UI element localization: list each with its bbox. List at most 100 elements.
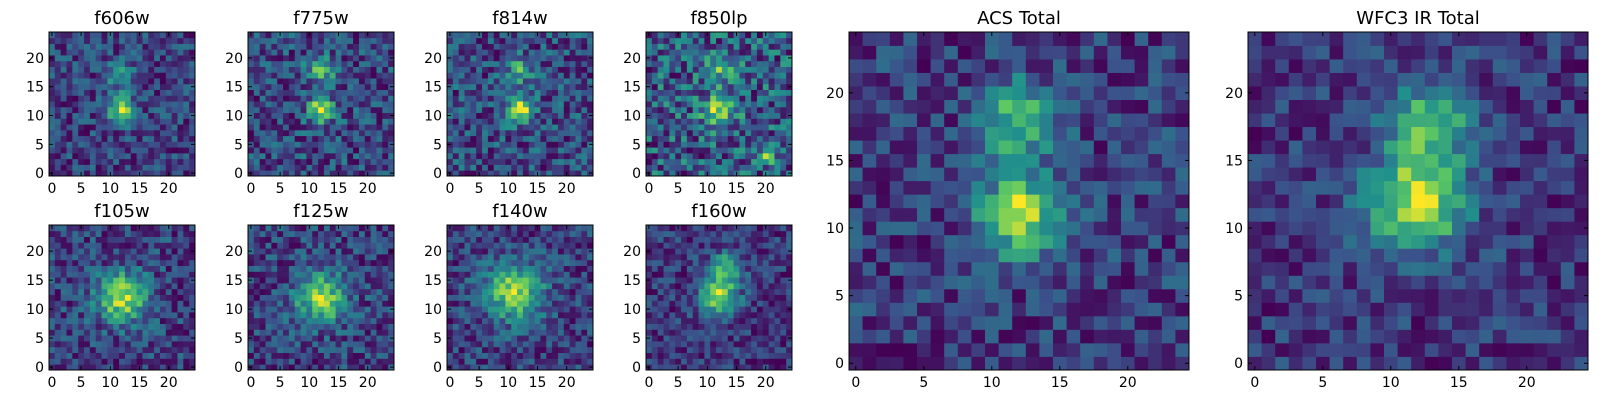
heatmap-cell — [124, 32, 132, 39]
heatmap-cell — [78, 358, 85, 365]
heatmap-cell — [528, 358, 535, 365]
heatmap-cell — [306, 341, 313, 348]
heatmap-cell — [727, 49, 734, 56]
heatmap-cell — [540, 358, 547, 365]
heatmap-cell — [587, 341, 594, 348]
heatmap-cell — [581, 236, 588, 243]
heatmap-cell — [511, 49, 518, 56]
heatmap-cell — [341, 66, 348, 73]
heatmap-cell — [557, 335, 565, 342]
x-tick-label: 10 — [300, 181, 318, 197]
heatmap-cell — [727, 124, 734, 131]
heatmap-cell — [780, 129, 787, 137]
y-tick-label: 0 — [35, 360, 44, 376]
heatmap-cell — [482, 118, 489, 125]
heatmap-cell — [271, 43, 278, 50]
heatmap-cell — [89, 141, 97, 148]
heatmap-cell — [49, 89, 56, 96]
heatmap-cell — [470, 335, 477, 342]
heatmap-cell — [786, 78, 793, 85]
heatmap-cell — [107, 346, 114, 353]
heatmap-cell — [517, 72, 524, 79]
heatmap-cell — [563, 288, 571, 295]
heatmap-cell — [774, 66, 781, 73]
heatmap-cell — [124, 283, 132, 290]
heatmap-cell — [312, 60, 319, 67]
heatmap-cell — [552, 265, 559, 272]
heatmap-cell — [464, 254, 471, 261]
heatmap-cell — [482, 236, 489, 243]
heatmap-cell — [376, 164, 383, 171]
heatmap-cell — [569, 32, 576, 39]
heatmap-cell — [54, 352, 62, 359]
heatmap-cell — [119, 124, 126, 131]
heatmap-cell — [72, 271, 79, 278]
heatmap-cell — [464, 312, 471, 319]
heatmap-cell — [675, 323, 682, 330]
heatmap-cell — [177, 147, 184, 154]
heatmap-cell — [716, 147, 723, 154]
heatmap-cell — [124, 37, 132, 44]
heatmap-cell — [452, 43, 460, 50]
heatmap-cell — [727, 335, 734, 342]
heatmap-cell — [142, 66, 149, 73]
heatmap-cell — [364, 89, 372, 96]
heatmap-cell — [727, 55, 734, 62]
heatmap-cell — [487, 294, 495, 301]
heatmap-cell — [119, 358, 126, 365]
x-tick-label: 5 — [77, 181, 86, 197]
heatmap-cell — [686, 170, 694, 177]
heatmap-cell — [364, 306, 372, 313]
heatmap-cell — [353, 364, 360, 371]
heatmap-cell — [739, 147, 746, 154]
heatmap-cell — [89, 164, 97, 171]
heatmap-cell — [581, 129, 588, 137]
heatmap-cell — [271, 277, 278, 284]
heatmap-cell — [358, 101, 366, 108]
heatmap-cell — [142, 72, 149, 79]
heatmap-cell — [382, 124, 389, 131]
heatmap-cell — [165, 135, 173, 142]
heatmap-cell — [745, 329, 752, 336]
heatmap-cell — [329, 170, 336, 177]
heatmap-cell — [470, 271, 477, 278]
heatmap-cell — [72, 236, 79, 243]
heatmap-cell — [388, 312, 395, 319]
heatmap-cell — [183, 78, 190, 85]
heatmap-cell — [686, 317, 694, 324]
heatmap-cell — [89, 101, 97, 108]
heatmap-cell — [312, 95, 319, 102]
heatmap-cell — [323, 265, 331, 272]
heatmap-cell — [552, 152, 559, 160]
heatmap-cell — [587, 89, 594, 96]
heatmap-cell — [681, 49, 688, 56]
heatmap-cell — [575, 306, 582, 313]
heatmap-cell — [745, 335, 752, 342]
heatmap-cell — [49, 288, 56, 295]
heatmap-cell — [581, 271, 588, 278]
heatmap-cell — [189, 152, 196, 160]
y-tick-label: 15 — [26, 273, 44, 289]
heatmap-cell — [499, 329, 506, 336]
heatmap-cell — [259, 323, 266, 330]
heatmap-cell — [487, 265, 495, 272]
heatmap-cell — [669, 335, 676, 342]
heatmap-cell — [376, 43, 383, 50]
heatmap-cell — [546, 259, 553, 266]
heatmap-cell — [54, 329, 62, 336]
heatmap-cell — [575, 118, 582, 125]
heatmap-cell — [72, 306, 79, 313]
heatmap-cell — [259, 170, 266, 177]
heatmap-cell — [675, 66, 682, 73]
heatmap-cell — [294, 118, 301, 125]
heatmap-cell — [95, 118, 102, 125]
heatmap-cell — [563, 135, 571, 142]
heatmap-cell — [335, 352, 342, 359]
heatmap-cell — [552, 323, 559, 330]
heatmap-cell — [253, 259, 261, 266]
y-tick-label: 15 — [225, 80, 243, 96]
heatmap-cell — [470, 242, 477, 249]
heatmap-cell — [165, 129, 173, 137]
heatmap-cell — [557, 254, 565, 261]
heatmap-cell — [470, 259, 477, 266]
